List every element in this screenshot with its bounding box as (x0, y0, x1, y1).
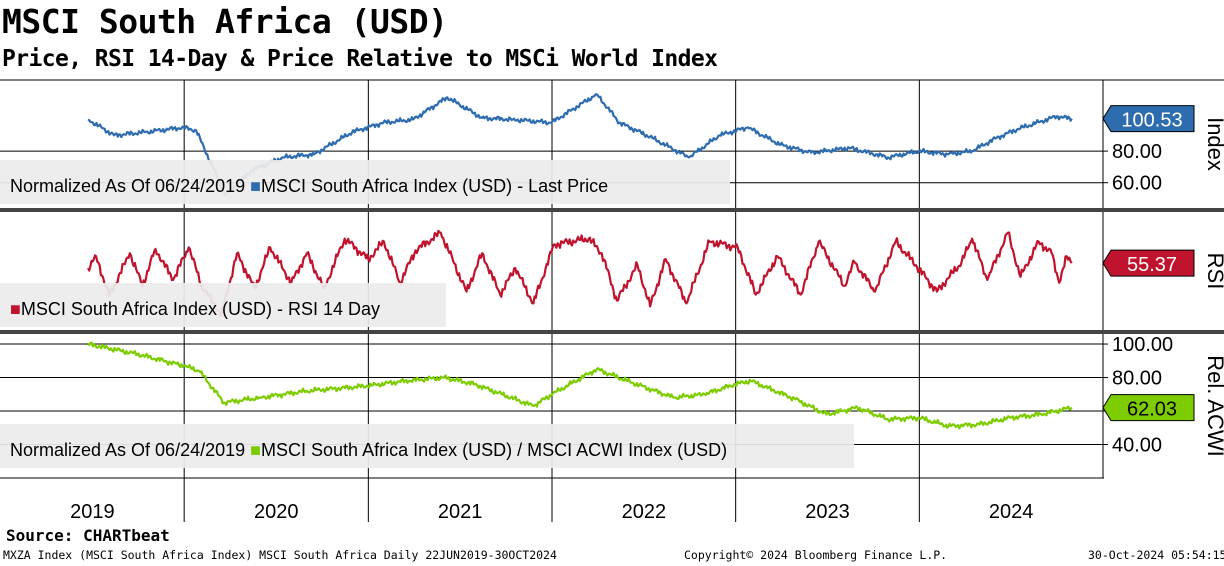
timestamp: 30-Oct-2024 05:54:15 (1088, 548, 1224, 562)
legend-series-name: MSCI South Africa Index (USD) - RSI 14 D… (21, 299, 380, 319)
panel-axis-label: Rel. ACWI (1203, 355, 1224, 456)
series-line (87, 229, 1073, 317)
legend-note: Normalized As Of 06/24/2019 (10, 440, 250, 460)
legend-text: Normalized As Of 06/24/2019 ■MSCI South … (10, 440, 727, 460)
legend-swatch: ■ (10, 299, 21, 319)
y-tick-label: 100.00 (1112, 334, 1173, 356)
legend-text: ■MSCI South Africa Index (USD) - RSI 14 … (10, 299, 380, 319)
panel-axis-label: RSI (1203, 253, 1224, 290)
legend-note: Normalized As Of 06/24/2019 (10, 176, 250, 196)
last-value-tag (1102, 394, 1195, 422)
legend-box (0, 160, 730, 204)
y-tick-label: 80.00 (1112, 141, 1162, 163)
x-tick-label: 2020 (254, 501, 299, 523)
source-note: Source: CHARTbeat (6, 526, 170, 545)
ticker-info: MXZA Index (MSCI South Africa Index) MSC… (3, 548, 557, 562)
legend-series-name: MSCI South Africa Index (USD) - Last Pri… (261, 176, 608, 196)
x-tick-label: 2022 (622, 501, 667, 523)
y-tick-label: 40.00 (1112, 435, 1162, 457)
copyright-note: Copyright© 2024 Bloomberg Finance L.P. (684, 548, 948, 562)
y-tick-label: 80.00 (1112, 368, 1162, 390)
x-tick-label: 2019 (70, 501, 115, 523)
last-value-tag (1102, 105, 1195, 133)
legend-box (0, 424, 854, 468)
last-value-label: 55.37 (1127, 254, 1177, 276)
chart-subtitle: Price, RSI 14-Day & Price Relative to MS… (2, 46, 718, 72)
legend-swatch: ■ (250, 440, 261, 460)
last-value-label: 62.03 (1127, 399, 1177, 421)
x-tick-label: 2024 (989, 501, 1034, 523)
legend-box (0, 283, 446, 327)
y-tick-label: 60.00 (1112, 173, 1162, 195)
panel-divider (0, 330, 1224, 334)
legend-text: Normalized As Of 06/24/2019 ■MSCI South … (10, 176, 608, 196)
legend-series-name: MSCI South Africa Index (USD) / MSCI ACW… (261, 440, 727, 460)
legend-swatch: ■ (250, 176, 261, 196)
series-line (87, 341, 1073, 430)
chart-title: MSCI South Africa (USD) (2, 2, 448, 41)
panel-divider (0, 208, 1224, 212)
x-tick-label: 2021 (438, 501, 483, 523)
last-value-tag (1102, 249, 1195, 277)
last-value-label: 100.53 (1121, 110, 1182, 132)
panel-axis-label: Index (1203, 117, 1224, 171)
x-tick-label: 2023 (805, 501, 850, 523)
